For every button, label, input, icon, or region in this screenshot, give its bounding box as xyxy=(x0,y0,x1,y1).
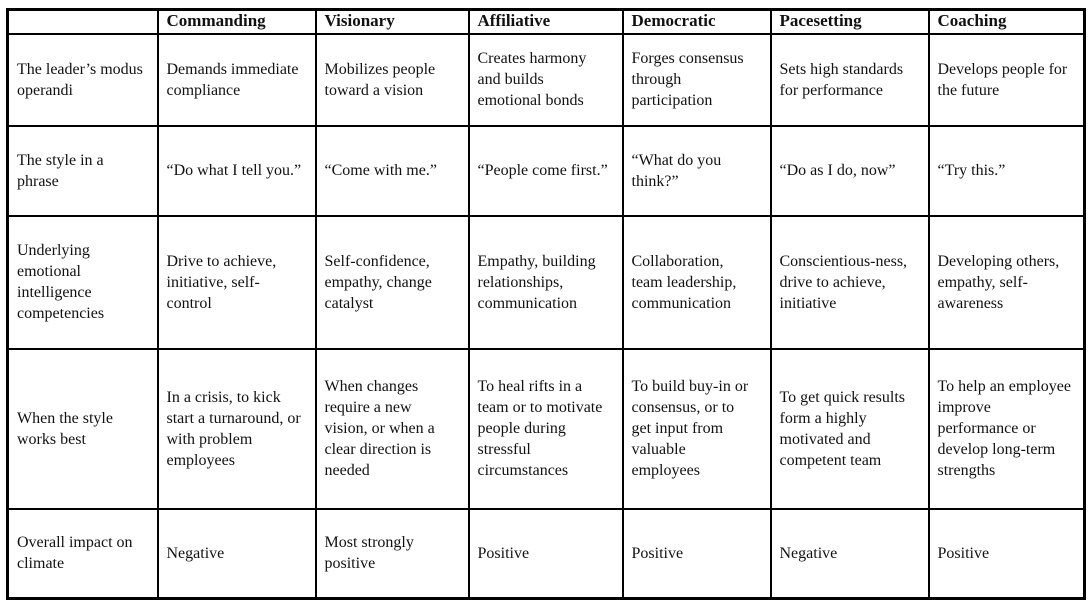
table-cell: “Do as I do, now” xyxy=(769,124,930,217)
leadership-styles-table: Commanding Visionary Affiliative Democra… xyxy=(6,8,1086,600)
table-row-works-best: When the style works best In a crisis, t… xyxy=(6,347,1086,510)
table-cell: Most strongly positive xyxy=(314,507,470,600)
table-cell: Positive xyxy=(927,507,1086,600)
table-cell: Positive xyxy=(621,507,772,600)
header-cell-commanding: Commanding xyxy=(156,8,317,35)
table-cell: “People come first.” xyxy=(467,124,624,217)
table-cell: To help an employee improve performance … xyxy=(927,347,1086,510)
table-cell: To build buy-in or consensus, or to get … xyxy=(621,347,772,510)
table-row-style-in-phrase: The style in a phrase “Do what I tell yo… xyxy=(6,124,1086,217)
header-cell-pacesetting: Pacesetting xyxy=(769,8,930,35)
header-cell-coaching: Coaching xyxy=(927,8,1086,35)
header-cell-empty xyxy=(6,8,159,35)
table-cell: Develops people for the future xyxy=(927,32,1086,127)
table-cell: Mobilizes people toward a vision xyxy=(314,32,470,127)
row-label-style-in-phrase: The style in a phrase xyxy=(6,124,159,217)
table-cell: Negative xyxy=(769,507,930,600)
table-cell: When changes require a new vision, or wh… xyxy=(314,347,470,510)
table-cell: Positive xyxy=(467,507,624,600)
table-cell: To heal rifts in a team or to motivate p… xyxy=(467,347,624,510)
table-cell: Sets high standards for performance xyxy=(769,32,930,127)
table-cell: Drive to achieve, initiative, self-contr… xyxy=(156,214,317,350)
table-cell: “Come with me.” xyxy=(314,124,470,217)
row-label-works-best: When the style works best xyxy=(6,347,159,510)
table-cell: To get quick results form a highly motiv… xyxy=(769,347,930,510)
table-cell: Demands immediate compliance xyxy=(156,32,317,127)
header-row: Commanding Visionary Affiliative Democra… xyxy=(6,8,1086,35)
row-label-modus-operandi: The leader’s modus operandi xyxy=(6,32,159,127)
header-cell-democratic: Democratic xyxy=(621,8,772,35)
table-cell: Self-confidence, empathy, change catalys… xyxy=(314,214,470,350)
table-cell: Developing others, empathy, self-awarene… xyxy=(927,214,1086,350)
table-cell: Creates harmony and builds emotional bon… xyxy=(467,32,624,127)
header-cell-affiliative: Affiliative xyxy=(467,8,624,35)
table-cell: Empathy, building relationships, communi… xyxy=(467,214,624,350)
table-cell: Collaboration, team leadership, communic… xyxy=(621,214,772,350)
table-cell: “What do you think?” xyxy=(621,124,772,217)
table-cell: “Do what I tell you.” xyxy=(156,124,317,217)
table-row-modus-operandi: The leader’s modus operandi Demands imme… xyxy=(6,32,1086,127)
table-cell: Negative xyxy=(156,507,317,600)
row-label-ei-competencies: Underlying emotional intelligence compet… xyxy=(6,214,159,350)
table-cell: “Try this.” xyxy=(927,124,1086,217)
header-cell-visionary: Visionary xyxy=(314,8,470,35)
table-cell: In a crisis, to kick start a turnaround,… xyxy=(156,347,317,510)
table-cell: Forges consensus through participation xyxy=(621,32,772,127)
table-row-ei-competencies: Underlying emotional intelligence compet… xyxy=(6,214,1086,350)
row-label-impact-on-climate: Overall impact on climate xyxy=(6,507,159,600)
table-cell: Conscientious-ness, drive to achieve, in… xyxy=(769,214,930,350)
table-row-impact-on-climate: Overall impact on climate Negative Most … xyxy=(6,507,1086,600)
